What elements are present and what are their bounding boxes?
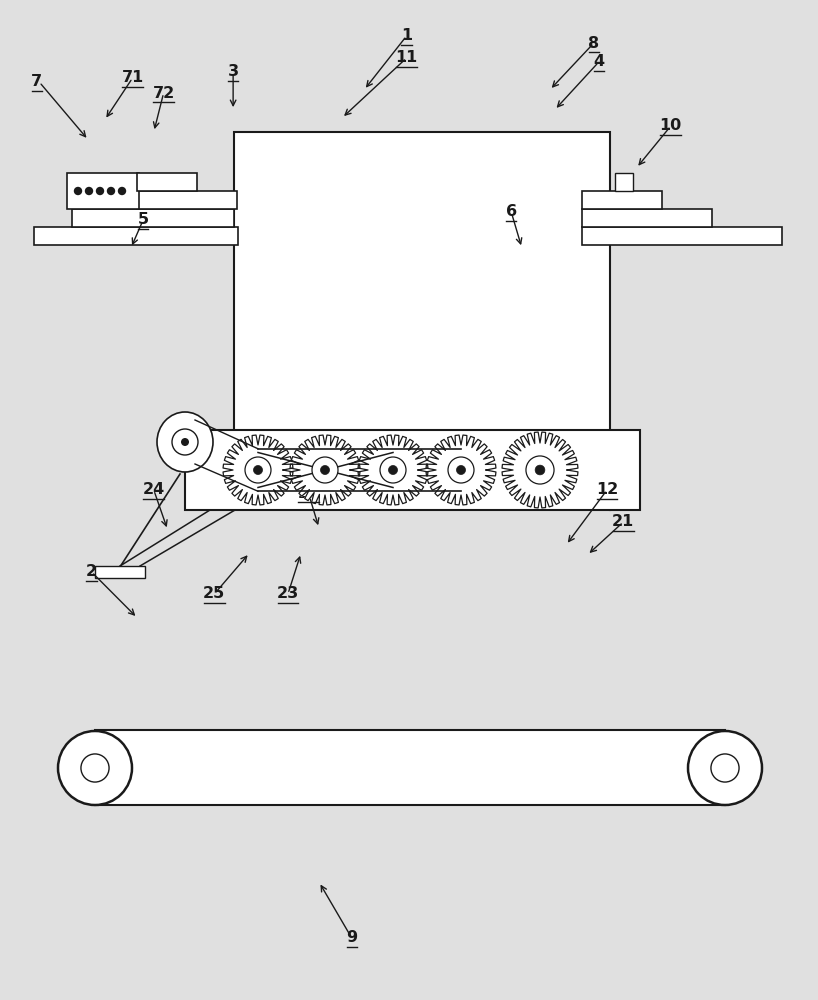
Circle shape [172,429,198,455]
Circle shape [321,466,330,475]
Text: 12: 12 [596,483,618,497]
Bar [137,173,197,191]
Polygon shape [502,432,578,508]
Circle shape [86,188,92,194]
Text: 11: 11 [395,50,418,66]
Circle shape [448,457,474,483]
Circle shape [97,188,104,194]
Circle shape [181,438,189,446]
Text: 71: 71 [121,70,144,86]
Text: 1: 1 [401,28,412,43]
Polygon shape [290,435,360,505]
Bar [582,227,782,245]
Circle shape [245,457,271,483]
Text: 23: 23 [276,586,299,601]
Bar [582,191,662,209]
Polygon shape [358,435,428,505]
Text: 24: 24 [142,483,165,497]
Text: 3: 3 [227,64,239,80]
Text: 26: 26 [297,486,320,500]
Text: 25: 25 [203,586,226,601]
Circle shape [380,457,406,483]
Circle shape [535,465,545,475]
Bar [95,566,145,578]
Circle shape [688,731,762,805]
Text: 2: 2 [86,564,97,579]
Bar [67,173,139,209]
Text: 4: 4 [593,54,605,70]
Circle shape [254,466,263,475]
Bar [185,430,640,510]
Bar [72,209,234,227]
Circle shape [107,188,115,194]
Bar [234,132,610,445]
Bar [34,227,238,245]
Text: 21: 21 [612,514,635,530]
Bar [615,173,633,191]
Circle shape [81,754,109,782]
Circle shape [389,466,398,475]
Circle shape [711,754,739,782]
Polygon shape [426,435,496,505]
Text: 6: 6 [506,205,517,220]
Bar [95,730,725,805]
Bar [582,209,712,227]
Circle shape [456,466,465,475]
Circle shape [74,188,82,194]
Text: 5: 5 [137,213,149,228]
Circle shape [119,188,125,194]
Text: 8: 8 [588,35,600,50]
Polygon shape [223,435,293,505]
Text: 10: 10 [659,118,682,133]
Ellipse shape [157,412,213,472]
Circle shape [312,457,338,483]
Bar [137,191,237,209]
Circle shape [526,456,554,484]
Text: 72: 72 [152,86,175,101]
Text: 7: 7 [31,75,43,90]
Text: 9: 9 [346,930,357,945]
Circle shape [58,731,132,805]
